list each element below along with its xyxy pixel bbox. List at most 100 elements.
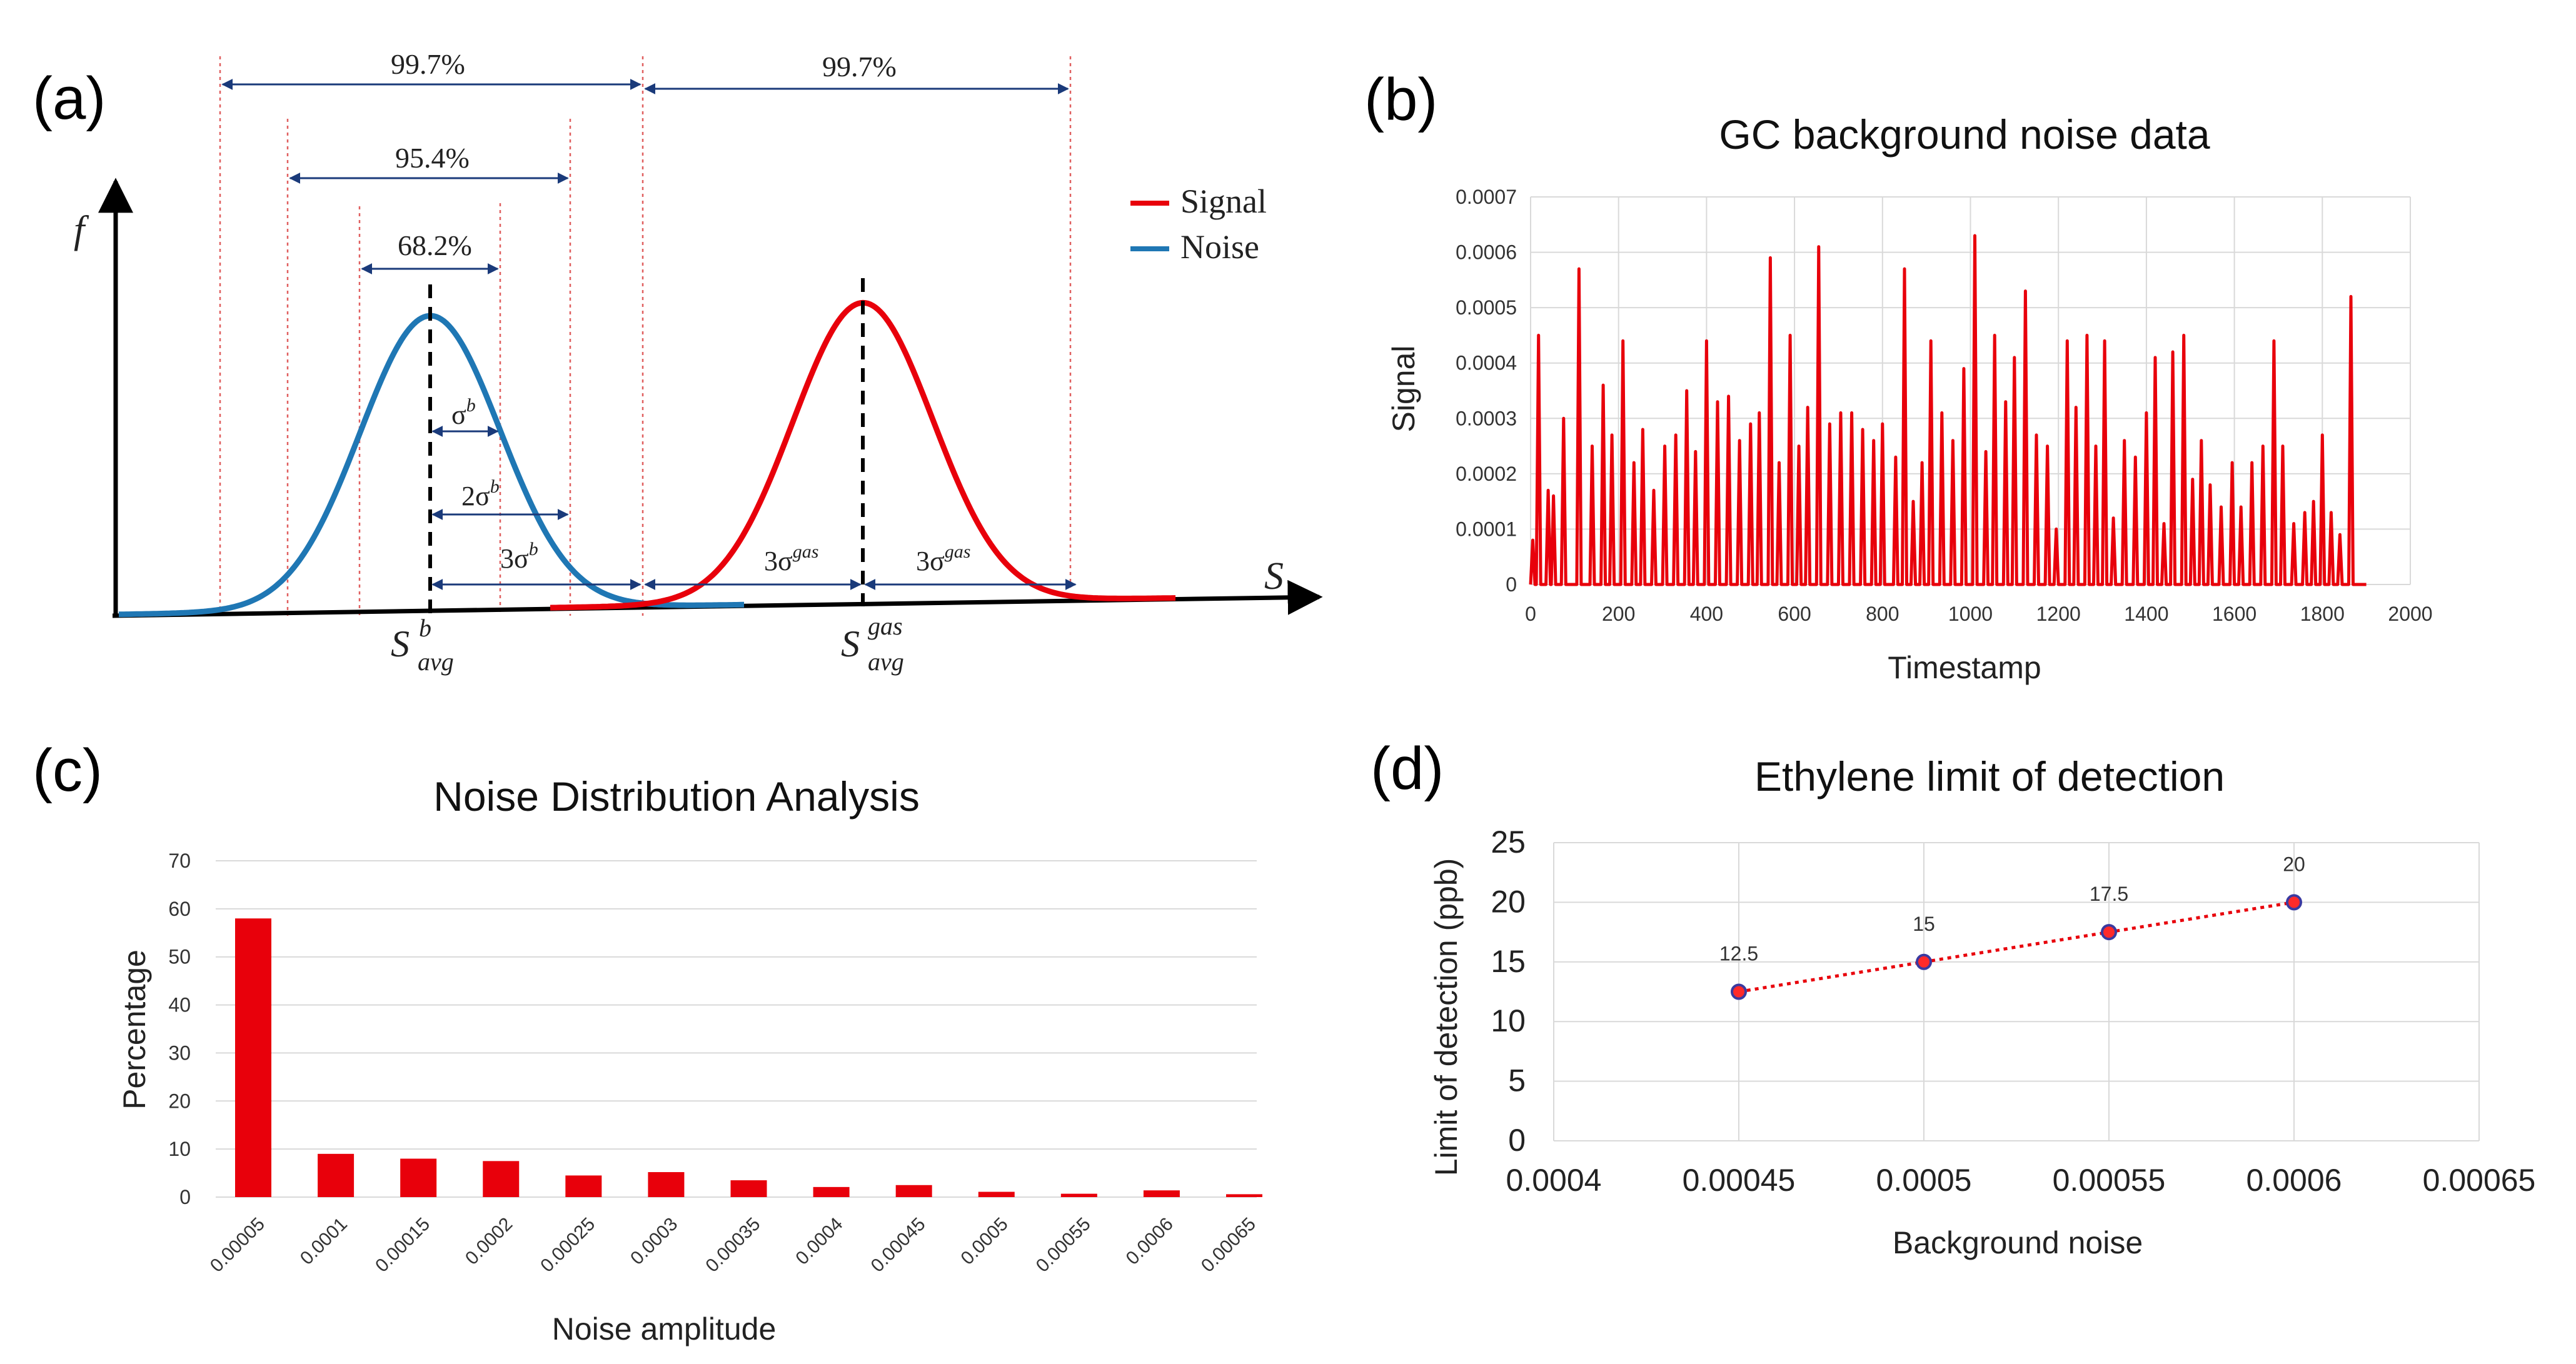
- c-bar: [400, 1158, 437, 1197]
- a-x-axis-label: S: [1264, 555, 1284, 598]
- d-data-point: [1731, 983, 1747, 1000]
- legend-signal-label: Signal: [1180, 183, 1267, 220]
- c-bar: [813, 1186, 850, 1197]
- label-s-avg-b: S b avg: [391, 614, 454, 676]
- b-x-tick-label: 1200: [2036, 603, 2081, 625]
- svg-text:gas: gas: [868, 612, 903, 640]
- d-x-axis-label: Background noise: [1893, 1225, 2143, 1260]
- d-title: Ethylene limit of detection: [1754, 753, 2225, 800]
- label-95: 95.4%: [395, 142, 470, 174]
- d-data-point: [2101, 924, 2117, 941]
- b-y-tick-label: 0.0007: [1456, 186, 1517, 208]
- b-y-axis-label: Signal: [1386, 346, 1421, 433]
- c-x-tick-label: 0.00005: [206, 1214, 269, 1276]
- c-gridlines: [216, 860, 1257, 1198]
- c-y-ticks: 0 10 20 30 40 50 60 70: [168, 850, 191, 1208]
- panel-b-label: (b): [1364, 66, 1437, 133]
- c-y-tick-label: 10: [168, 1138, 191, 1160]
- c-x-tick-label: 0.0006: [1122, 1214, 1177, 1269]
- c-x-tick-label: 0.0003: [626, 1214, 682, 1269]
- svg-text:S: S: [841, 623, 860, 664]
- b-x-tick-label: 1400: [2124, 603, 2168, 625]
- d-x-tick-label: 0.0005: [1876, 1163, 1972, 1198]
- svg-text:avg: avg: [868, 648, 904, 676]
- d-y-tick-label: 10: [1491, 1003, 1526, 1038]
- panel-d-label: (d): [1371, 735, 1444, 802]
- b-x-tick-label: 1800: [2300, 603, 2345, 625]
- c-y-tick-label: 40: [168, 994, 191, 1016]
- label-68: 68.2%: [398, 229, 472, 261]
- c-x-tick-label: 0.00055: [1032, 1214, 1095, 1276]
- panel-d: (d) Ethylene limit of detection 0 5 10 15 20…: [1371, 735, 2535, 1260]
- label-3-sigma-b: 3σb: [500, 539, 538, 574]
- c-y-tick-label: 20: [168, 1090, 191, 1112]
- b-y-tick-label: 0.0006: [1456, 241, 1517, 264]
- d-y-tick-label: 5: [1508, 1063, 1526, 1098]
- d-y-tick-label: 15: [1491, 944, 1526, 979]
- c-bars: [235, 918, 1262, 1197]
- c-y-tick-label: 50: [168, 946, 191, 968]
- c-x-tick-label: 0.00035: [702, 1214, 764, 1276]
- panel-b: (b) GC background noise data 0 0.0001 0.00…: [1364, 66, 2433, 685]
- b-x-tick-label: 0: [1525, 603, 1536, 625]
- b-x-tick-label: 400: [1690, 603, 1723, 625]
- b-y-ticks: 0 0.0001 0.0002 0.0003 0.0004 0.0005 0.0006 0.0…: [1456, 186, 1517, 596]
- d-data-label: 20: [2283, 853, 2305, 875]
- d-y-axis-label: Limit of detection (ppb): [1429, 858, 1464, 1176]
- c-x-tick-label: 0.0002: [461, 1214, 516, 1269]
- c-bar: [1060, 1193, 1097, 1197]
- c-y-tick-label: 70: [168, 850, 191, 872]
- svg-text:S: S: [391, 623, 410, 664]
- d-points: 12.5 15 17.5 20: [1719, 853, 2305, 1000]
- d-trend-line: [1738, 900, 2295, 993]
- sigma-guide-lines: [219, 56, 1072, 616]
- c-bar: [895, 1185, 932, 1197]
- label-99-left: 99.7%: [391, 48, 465, 80]
- c-bar: [565, 1175, 602, 1197]
- d-gridlines: [1553, 842, 2480, 1141]
- c-x-tick-label: 0.00045: [867, 1214, 930, 1276]
- c-x-tick-label: 0.0004: [792, 1214, 847, 1269]
- a-y-axis-label: f: [74, 209, 89, 251]
- d-y-tick-label: 20: [1491, 884, 1526, 919]
- c-x-tick-label: 0.00065: [1197, 1214, 1260, 1276]
- c-y-tick-label: 60: [168, 898, 191, 920]
- b-x-tick-label: 200: [1602, 603, 1635, 625]
- svg-text:avg: avg: [418, 648, 454, 676]
- a-legend: Signal Noise: [1130, 183, 1267, 266]
- panel-c-label: (c): [33, 737, 103, 804]
- legend-noise-label: Noise: [1180, 228, 1259, 266]
- b-title: GC background noise data: [1719, 111, 2210, 158]
- b-y-tick-label: 0.0002: [1456, 463, 1517, 485]
- c-x-tick-label: 0.0005: [957, 1214, 1012, 1269]
- svg-text:b: b: [419, 614, 431, 642]
- b-gridlines: [1530, 196, 2411, 585]
- c-y-tick-label: 30: [168, 1041, 191, 1064]
- c-bar: [648, 1172, 685, 1197]
- b-signal-line: [1529, 234, 2367, 586]
- b-x-axis-label: Timestamp: [1888, 650, 2041, 685]
- c-bar: [235, 918, 271, 1197]
- label-3-sigma-gas-left: 3σgas: [764, 541, 818, 576]
- d-x-ticks: 0.0004 0.00045 0.0005 0.00055 0.0006 0.00065: [1506, 1163, 2536, 1198]
- label-s-avg-gas: S gas avg: [841, 612, 904, 676]
- c-bar: [1143, 1190, 1180, 1197]
- b-y-tick-label: 0: [1506, 573, 1517, 596]
- c-bar: [318, 1153, 355, 1197]
- c-x-axis-label: Noise amplitude: [552, 1311, 777, 1346]
- c-bar: [730, 1180, 767, 1197]
- d-data-label: 15: [1913, 913, 1935, 935]
- c-y-tick-label: 0: [179, 1186, 191, 1208]
- b-y-tick-label: 0.0004: [1456, 352, 1517, 374]
- label-99-right: 99.7%: [822, 51, 897, 83]
- b-x-tick-label: 1000: [1948, 603, 1993, 625]
- d-data-point: [1916, 953, 1932, 970]
- d-data-label: 12.5: [1719, 943, 1758, 965]
- b-x-tick-label: 800: [1866, 603, 1899, 625]
- d-y-ticks: 0 5 10 15 20 25: [1491, 825, 1526, 1158]
- c-x-ticks: 0.00005 0.0001 0.00015 0.0002 0.00025 0.0003 0…: [206, 1214, 1260, 1276]
- d-y-tick-label: 25: [1491, 825, 1526, 860]
- panel-c: (c) Noise Distribution Analysis 0 10 20 30 4…: [33, 737, 1262, 1346]
- b-y-tick-label: 0.0005: [1456, 296, 1517, 319]
- c-bar: [978, 1191, 1015, 1197]
